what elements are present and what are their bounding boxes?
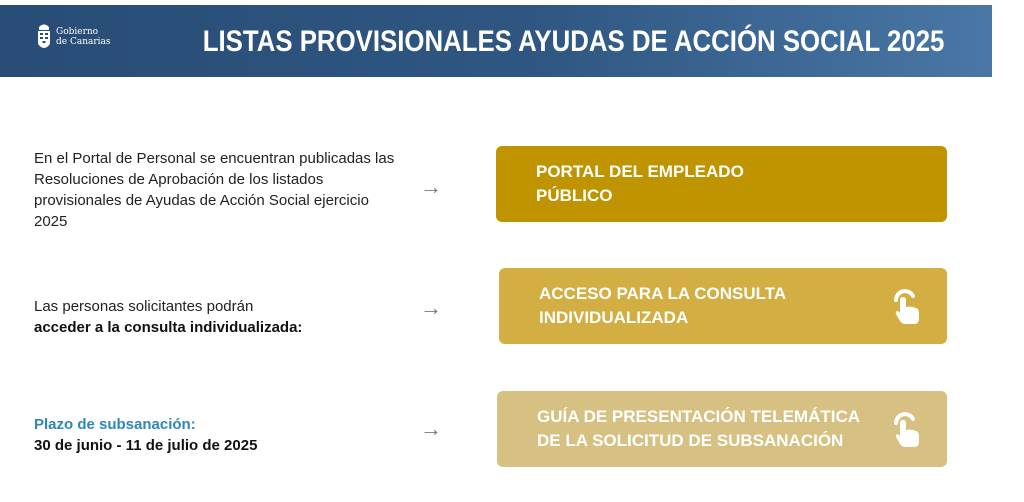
button-label: PORTAL DEL EMPLEADO PÚBLICO xyxy=(536,162,744,205)
logo-line1: Gobierno xyxy=(56,27,99,37)
consulta-individualizada-button[interactable]: ACCESO PARA LA CONSULTA INDIVIDUALIZADA xyxy=(499,268,947,344)
gobierno-de-canarias-logo[interactable]: Gobierno de Canarias xyxy=(36,22,111,52)
page-title: LISTAS PROVISIONALES AYUDAS DE ACCIÓN SO… xyxy=(202,25,944,58)
arrow-right-icon: → xyxy=(420,295,442,320)
button-label: ACCESO PARA LA CONSULTA INDIVIDUALIZADA xyxy=(539,284,786,327)
logo-line2: de Canarias xyxy=(56,37,111,47)
plazo-subsanacion: Plazo de subsanación: 30 de junio - 11 d… xyxy=(34,414,257,456)
button-label: GUÍA DE PRESENTACIÓN TELEMÁTICA DE LA SO… xyxy=(537,407,860,450)
description-bold: acceder a la consulta individualizada: xyxy=(34,319,303,336)
arrow-right-icon: → xyxy=(420,174,442,199)
guia-subsanacion-button[interactable]: GUÍA DE PRESENTACIÓN TELEMÁTICA DE LA SO… xyxy=(497,391,947,467)
consulta-description: Las personas solicitantes podrán acceder… xyxy=(34,296,302,338)
plazo-label: Plazo de subsanación: xyxy=(34,416,196,433)
hand-pointer-icon xyxy=(894,289,919,324)
description-plain: Las personas solicitantes podrán xyxy=(34,298,254,315)
coat-of-arms-icon xyxy=(38,24,50,48)
header-banner: Gobierno de Canarias LISTAS PROVISIONALES… xyxy=(0,5,992,77)
arrow-right-icon: → xyxy=(420,416,442,441)
portal-description: En el Portal de Personal se encuentran p… xyxy=(34,150,395,230)
plazo-dates: 30 de junio - 11 de julio de 2025 xyxy=(34,437,258,454)
hand-pointer-icon xyxy=(894,412,919,447)
portal-empleado-publico-button[interactable]: PORTAL DEL EMPLEADO PÚBLICO xyxy=(496,146,947,222)
